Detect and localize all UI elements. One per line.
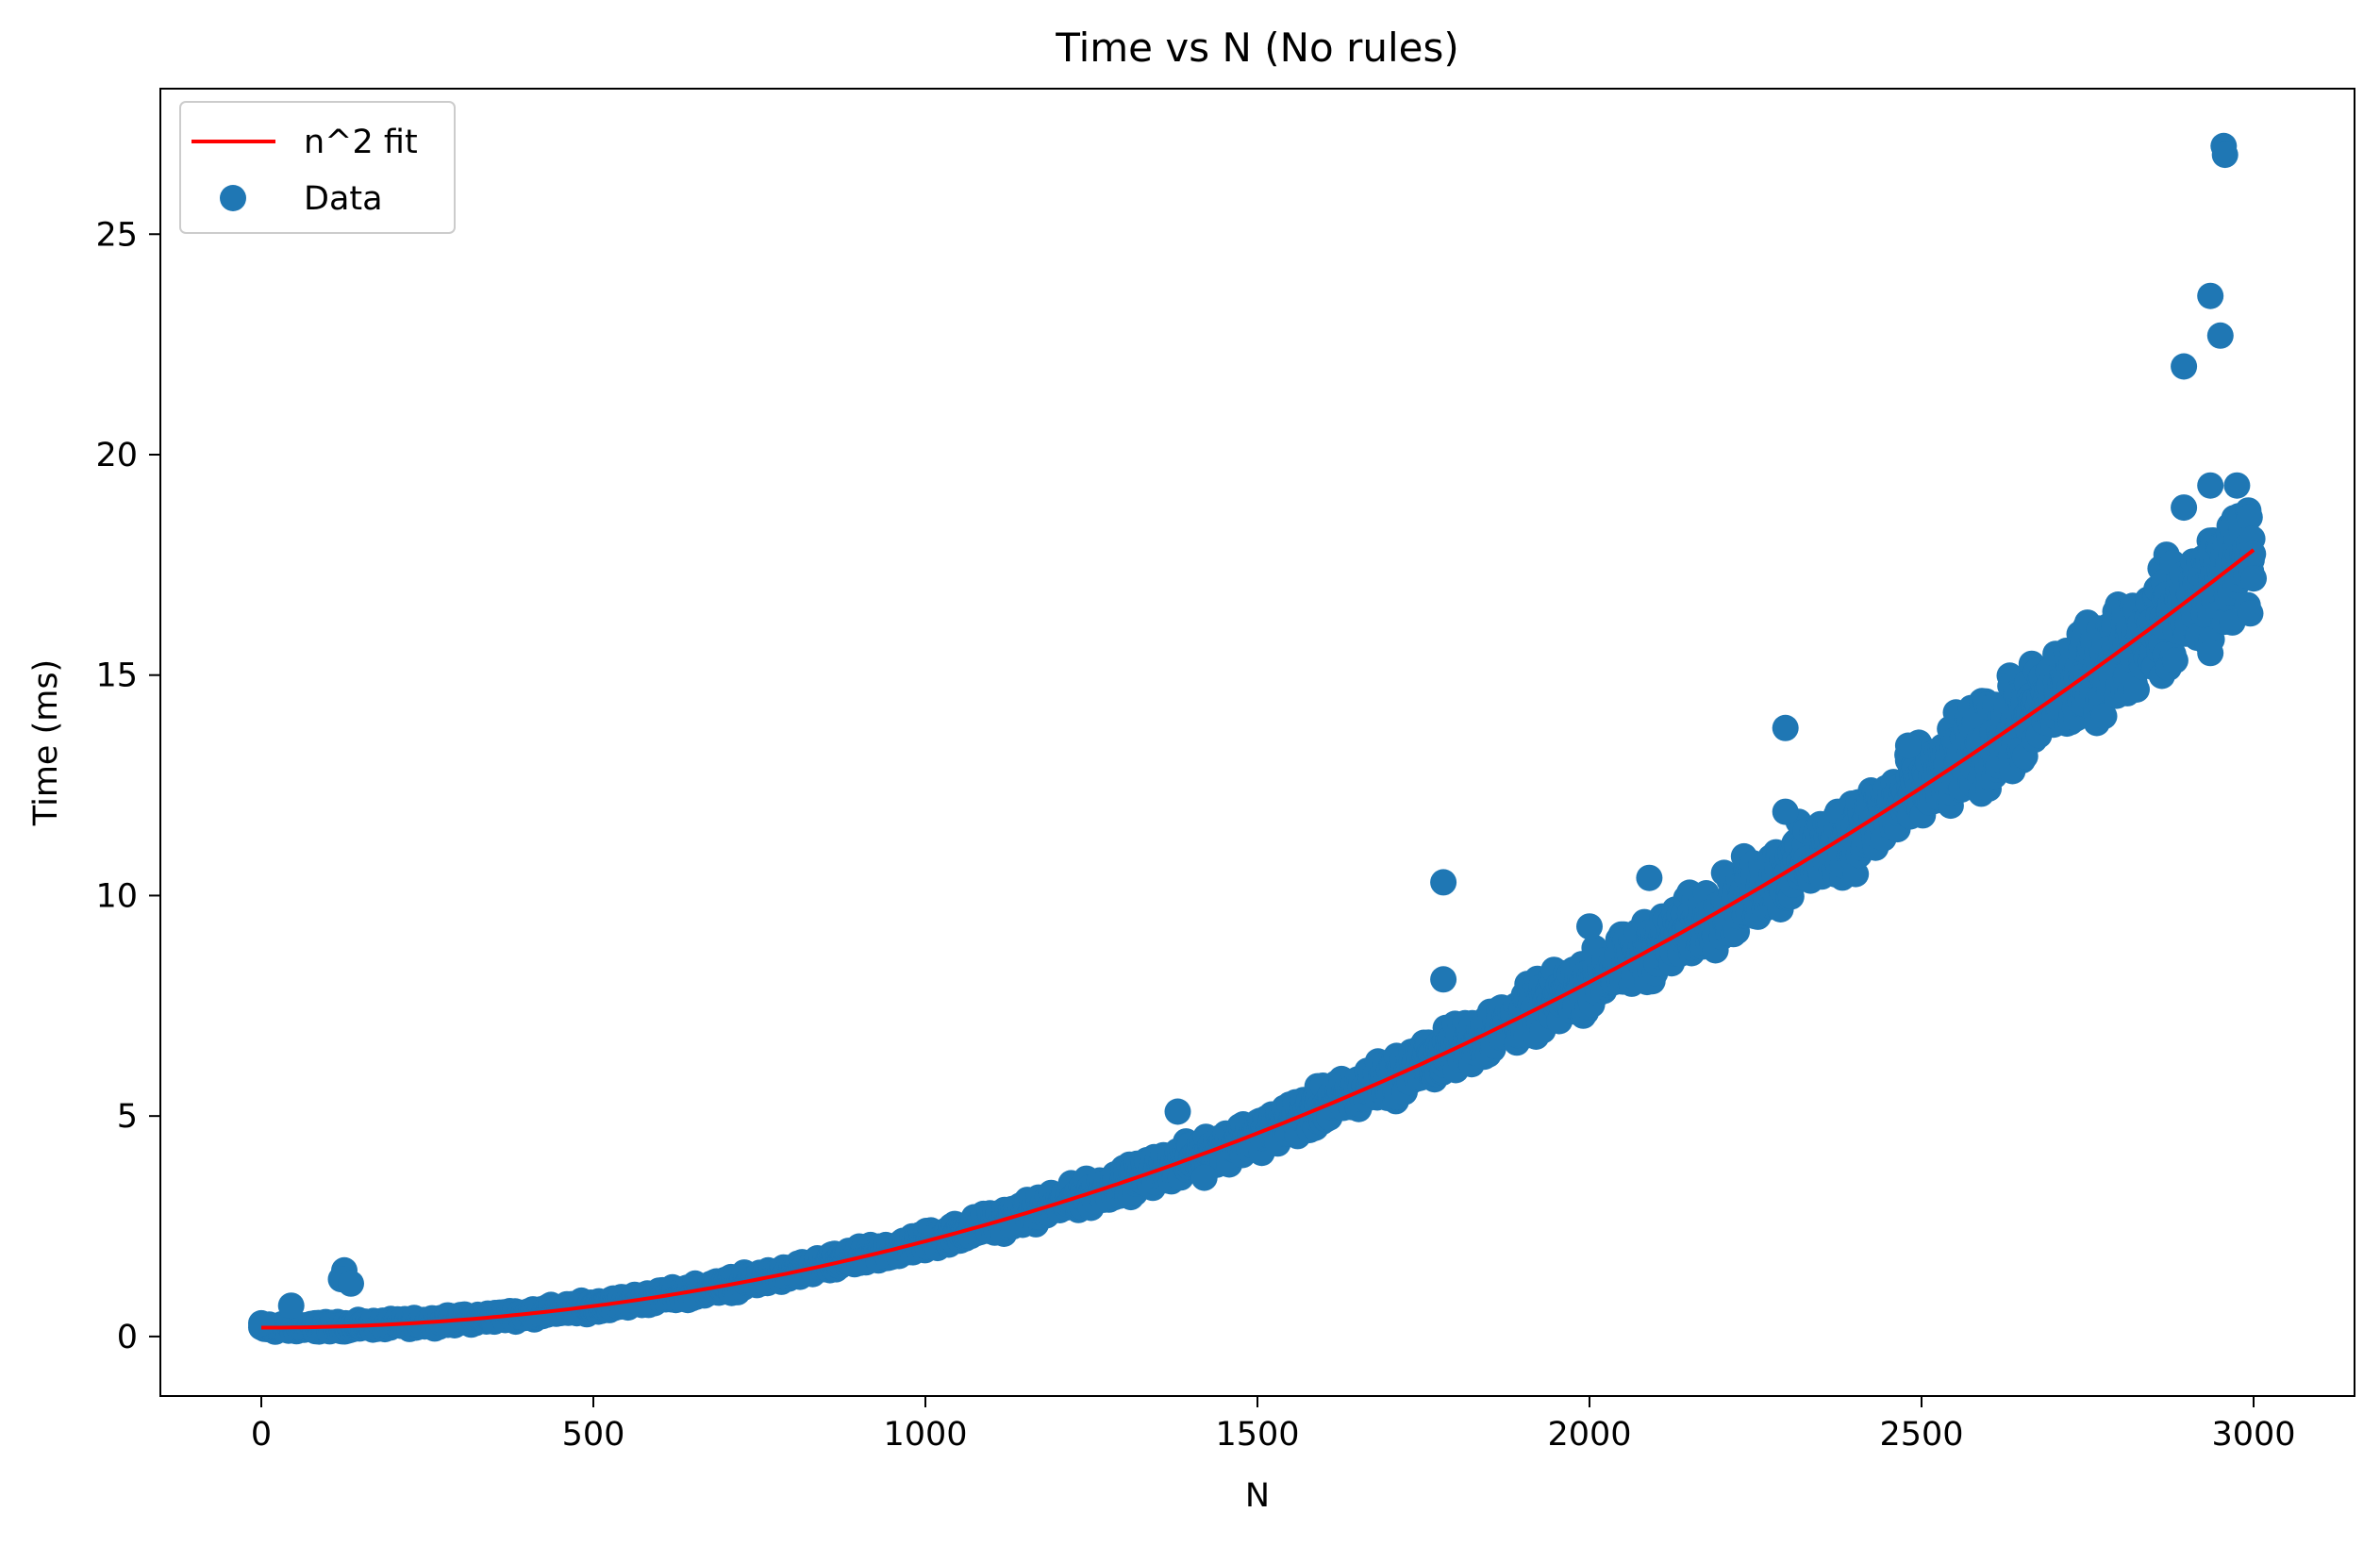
data-point [2237, 600, 2264, 627]
data-point [338, 1270, 364, 1297]
data-point [2211, 141, 2239, 169]
y-tick-label: 0 [117, 1319, 138, 1356]
data-point [2197, 640, 2224, 667]
legend-dot-swatch [220, 185, 246, 211]
data-point [277, 1292, 305, 1320]
x-tick-label: 2000 [1547, 1416, 1631, 1454]
x-axis-label: N [1245, 1477, 1270, 1515]
data-point [2197, 282, 2224, 309]
y-tick-label: 15 [95, 657, 138, 695]
data-point [248, 1309, 275, 1337]
fit-line [261, 548, 2255, 1330]
y-axis-ticks: 0 5 10 15 20 25 [95, 216, 160, 1356]
y-tick-label: 5 [117, 1098, 138, 1136]
x-tick-label: 3000 [2211, 1416, 2295, 1454]
data-point [2171, 353, 2198, 380]
data-point [2161, 647, 2189, 674]
x-tick-label: 1000 [883, 1416, 967, 1454]
x-tick-label: 1500 [1215, 1416, 1299, 1454]
legend-label-fit: n^2 fit [304, 124, 418, 161]
y-tick-label: 25 [95, 216, 138, 254]
data-point [2123, 676, 2150, 703]
x-tick-label: 0 [251, 1416, 272, 1454]
data-marks [248, 132, 2267, 1345]
data-point [2240, 565, 2267, 592]
data-point [1772, 798, 1799, 825]
x-tick-label: 2500 [1879, 1416, 1963, 1454]
y-tick-label: 20 [95, 437, 138, 474]
y-axis-label: Time (ms) [27, 659, 65, 826]
x-axis-ticks: 0 500 1000 1500 2000 2500 3000 [251, 1396, 2296, 1454]
legend-box [179, 101, 456, 234]
chart-title: Time vs N (No rules) [1055, 25, 1459, 71]
data-point [1636, 864, 1663, 891]
legend: n^2 fit Data [179, 101, 456, 234]
data-point [2090, 703, 2118, 730]
data-point [1576, 913, 1603, 940]
data-point [2206, 322, 2234, 349]
y-tick-label: 10 [95, 877, 138, 915]
data-point [2197, 472, 2224, 499]
data-point [1430, 869, 1457, 896]
data-point [1772, 714, 1799, 741]
legend-label-data: Data [304, 180, 383, 218]
data-point [2239, 540, 2267, 568]
data-point [2236, 504, 2263, 531]
x-tick-label: 500 [562, 1416, 625, 1454]
data-point [1164, 1098, 1191, 1125]
data-point [1894, 732, 1922, 759]
data-point [1430, 966, 1457, 993]
data-point [2171, 494, 2198, 522]
data-point [1190, 1164, 1218, 1191]
data-point [2223, 472, 2251, 499]
